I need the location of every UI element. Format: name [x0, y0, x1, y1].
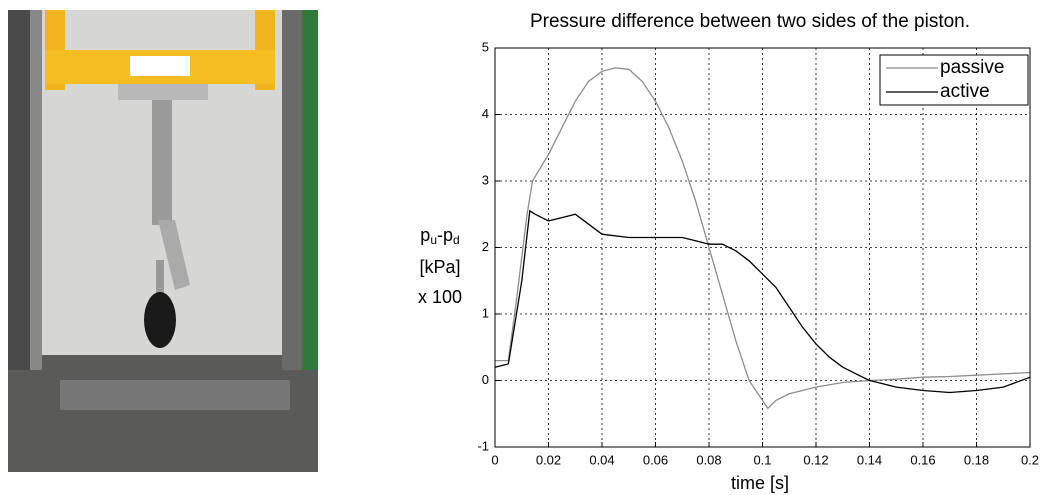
y-axis-label: pu-pd [420, 225, 459, 247]
x-tick-label: 0.1 [753, 452, 771, 467]
plot-frame [494, 47, 1031, 448]
y-axis-label: [kPa] [419, 257, 460, 277]
x-tick-label: 0.08 [696, 452, 721, 467]
x-tick-label: 0.04 [589, 452, 614, 467]
x-tick-label: 0.2 [1021, 452, 1039, 467]
x-tick-label: 0.14 [857, 452, 882, 467]
legend-label: active [940, 81, 990, 102]
data-line [495, 67, 1031, 410]
y-tick-label: 1 [482, 305, 489, 320]
x-tick-label: 0.02 [536, 452, 561, 467]
photo-sign [130, 56, 190, 76]
y-tick-label: 0 [482, 372, 489, 387]
y-tick-label: 3 [482, 172, 489, 187]
y-tick-label: 5 [482, 39, 489, 54]
chart-title: Pressure difference between two sides of… [530, 11, 970, 32]
photo-mount [118, 84, 208, 100]
photo-wheel [144, 292, 176, 348]
photo-strut [152, 100, 172, 225]
data-line [494, 209, 1031, 394]
x-tick-label: 0.12 [803, 452, 828, 467]
x-tick-label: 0 [491, 452, 498, 467]
legend-box [879, 54, 1029, 106]
y-tick-label: 4 [482, 106, 489, 121]
y-tick-label: 2 [482, 239, 489, 254]
x-axis-label: time [s] [731, 473, 789, 493]
photo-green-post [302, 10, 318, 370]
photo-fork [156, 260, 164, 300]
legend-label: passive [940, 57, 1004, 78]
y-axis-label: x 100 [418, 287, 462, 307]
x-tick-label: 0.06 [643, 452, 668, 467]
photo [8, 10, 318, 472]
photo-post [30, 10, 42, 370]
photo-post [282, 10, 302, 370]
x-tick-label: 0.18 [964, 452, 989, 467]
y-tick-label: -1 [477, 438, 489, 453]
x-tick-label: 0.16 [910, 452, 935, 467]
photo-floor [8, 355, 318, 472]
photo-plate [60, 380, 290, 410]
photo-post [8, 10, 30, 370]
photo-arm [158, 220, 190, 290]
